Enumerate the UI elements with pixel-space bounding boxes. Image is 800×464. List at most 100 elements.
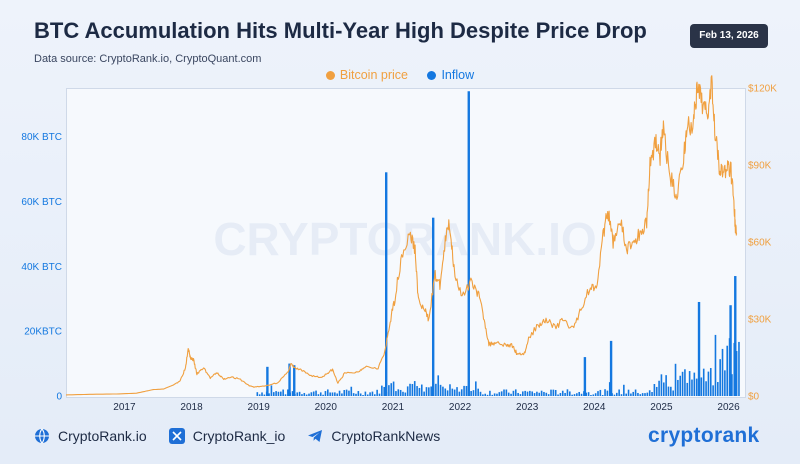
inflow-bar <box>700 377 703 396</box>
x-tick-label: 2025 <box>650 402 673 413</box>
inflow-bar <box>482 394 484 396</box>
inflow-bar <box>272 392 275 396</box>
inflow-bar <box>431 217 435 396</box>
inflow-bar <box>665 375 667 396</box>
inflow-bar <box>705 381 707 396</box>
date-badge: Feb 13, 2026 <box>690 24 768 48</box>
inflow-bar <box>620 394 623 396</box>
inflow-bar <box>460 389 463 396</box>
inflow-bar <box>707 371 710 396</box>
inflow-bar <box>357 391 360 396</box>
inflow-bar <box>315 390 317 396</box>
inflow-bar <box>437 375 440 396</box>
inflow-bar <box>293 365 296 396</box>
inflow-bar <box>472 390 475 396</box>
left-tick-label: 80K BTC <box>21 132 62 143</box>
inflow-bar <box>350 386 353 396</box>
inflow-bar <box>406 386 409 396</box>
inflow-bar <box>634 389 637 396</box>
legend-inflow-dot-icon <box>427 70 437 80</box>
inflow-bar <box>526 391 529 396</box>
inflow-bar <box>677 379 679 396</box>
price-line <box>65 75 738 396</box>
inflow-bar <box>418 387 421 396</box>
inflow-bar <box>702 368 705 396</box>
inflow-bar <box>425 387 428 396</box>
inflow-bar <box>268 393 270 396</box>
inflow-bar <box>679 375 682 396</box>
inflow-bar <box>608 382 611 396</box>
inflow-bar <box>479 391 482 396</box>
legend-item-inflow[interactable]: Inflow <box>427 68 474 82</box>
inflow-bar <box>280 391 282 396</box>
inflow-bar <box>366 394 369 396</box>
footer-link-x[interactable]: CryptoRank_io <box>168 428 285 444</box>
inflow-bar <box>517 392 519 396</box>
inflow-bar <box>319 392 322 396</box>
x-tick-label: 2019 <box>248 402 271 413</box>
left-tick-label: 0 <box>56 392 62 403</box>
inflow-bar <box>489 390 491 396</box>
inflow-bar <box>308 393 310 396</box>
inflow-bar <box>409 383 411 396</box>
inflow-bar <box>416 386 418 396</box>
inflow-bar <box>512 390 515 396</box>
footer-link-telegram[interactable]: CryptoRankNews <box>307 428 440 444</box>
inflow-bar <box>533 393 536 396</box>
inflow-bar <box>277 391 280 396</box>
inflow-bar <box>670 386 672 396</box>
inflow-bar <box>583 357 587 396</box>
inflow-bar <box>345 389 348 396</box>
inflow-bar <box>458 391 461 396</box>
inflow-bar <box>484 393 487 396</box>
x-tick-label: 2022 <box>449 402 472 413</box>
inflow-bar <box>519 394 522 396</box>
inflow-bar <box>717 382 719 396</box>
inflow-bar <box>709 368 712 396</box>
inflow-bar <box>288 363 291 396</box>
inflow-bar <box>662 382 665 396</box>
inflow-bar <box>714 334 717 396</box>
inflow-bar <box>529 390 531 396</box>
inflow-bar <box>449 384 451 396</box>
inflow-bar <box>378 393 381 396</box>
data-source: Data source: CryptoRank.io, CryptoQuant.… <box>34 53 262 65</box>
inflow-bar <box>651 392 653 396</box>
inflow-bar <box>498 392 501 396</box>
inflow-bar <box>594 393 597 396</box>
inflow-bar <box>266 366 269 396</box>
right-tick-label: $90K <box>748 161 772 172</box>
inflow-bar <box>338 390 341 396</box>
legend-item-price[interactable]: Bitcoin price <box>325 68 408 82</box>
inflow-bar <box>428 387 430 396</box>
inflow-bar <box>684 369 686 396</box>
inflow-bar <box>470 391 472 396</box>
inflow-bar <box>371 391 374 396</box>
inflow-bar <box>496 393 498 396</box>
inflow-bar <box>639 394 642 396</box>
left-tick-label: 20KBTC <box>24 327 62 338</box>
inflow-bar <box>420 384 423 396</box>
inflow-bar <box>536 391 538 396</box>
inflow-bar <box>463 385 465 396</box>
footer-telegram-label: CryptoRankNews <box>331 428 441 444</box>
right-tick-label: $60K <box>748 238 772 249</box>
globe-icon <box>34 428 50 444</box>
footer-link-website[interactable]: CryptoRank.io <box>34 428 147 444</box>
x-tick-label: 2018 <box>180 402 203 413</box>
inflow-bar <box>413 381 416 396</box>
inflow-bar <box>477 388 479 396</box>
inflow-bar <box>615 392 618 396</box>
inflow-bar <box>456 387 458 396</box>
inflow-bar <box>627 389 630 396</box>
inflow-bar <box>258 394 261 396</box>
inflow-bar <box>538 392 541 396</box>
inflow-bar <box>322 394 324 396</box>
inflow-bar <box>660 374 663 396</box>
inflow-bar <box>613 394 616 396</box>
inflow-bar <box>686 382 689 396</box>
legend-inflow-label: Inflow <box>441 68 475 82</box>
inflow-bar <box>576 393 578 396</box>
inflow-bar <box>604 389 606 396</box>
inflow-bar <box>688 371 691 396</box>
